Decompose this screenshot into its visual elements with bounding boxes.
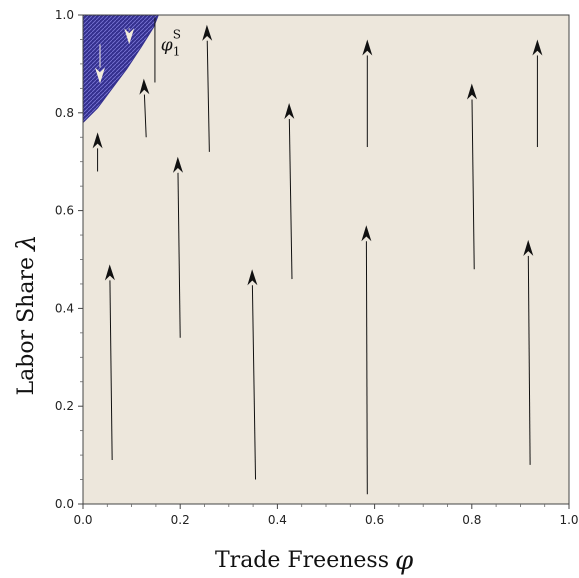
- x-tick-label: 0.8: [462, 513, 481, 527]
- x-tick-label: 0.6: [365, 513, 384, 527]
- flow-arrow-head: [139, 78, 150, 95]
- flow-arrow: [362, 39, 373, 148]
- flow-arrow-shaft: [177, 172, 181, 338]
- flow-arrow-head: [173, 156, 183, 173]
- stable-region: [82, 14, 160, 124]
- axis-ticks: 0.0 0.2 0.4 0.6 0.8 1.0 0.0 0.2 0.4 0.6 0.8 1.0: [55, 8, 579, 527]
- flow-arrow-head: [247, 269, 258, 286]
- x-axis-symbol: φ: [395, 546, 414, 576]
- flow-arrow-head: [362, 39, 373, 56]
- flow-arrow: [139, 78, 150, 138]
- x-tick-label: 0.0: [73, 513, 92, 527]
- flow-arrow-head: [523, 239, 534, 256]
- flow-arrow: [284, 103, 295, 280]
- y-axis-title: Labor Share: [14, 257, 39, 395]
- x-tick-label: 1.0: [559, 513, 578, 527]
- flow-arrow: [361, 225, 372, 495]
- x-tick-label: 0.4: [268, 513, 287, 527]
- y-axis-label: Labor Share λ: [12, 235, 42, 396]
- y-tick-label: 1.0: [55, 8, 74, 22]
- flow-arrow-shaft: [527, 255, 531, 465]
- x-axis-label: Trade Freeness φ: [215, 546, 414, 576]
- region-label-sub: 1: [173, 44, 181, 58]
- y-tick-label: 0.8: [55, 106, 74, 120]
- flow-arrow: [124, 28, 135, 45]
- flow-arrow-head: [92, 132, 103, 149]
- flow-arrow-head: [124, 28, 135, 45]
- flow-arrow-head: [284, 103, 295, 120]
- flow-arrow: [467, 83, 477, 270]
- flow-arrow-shaft: [471, 99, 475, 270]
- flow-arrow-shaft: [365, 241, 368, 495]
- flow-arrow: [532, 39, 543, 148]
- region-label: φ: [161, 35, 173, 55]
- y-tick-label: 0.2: [55, 399, 74, 413]
- flow-arrow-shaft: [251, 285, 257, 480]
- flow-arrow-shaft: [143, 94, 147, 138]
- flow-arrow-head: [95, 67, 105, 84]
- plot-area: φS 1: [82, 14, 570, 505]
- flow-arrow-head: [467, 83, 477, 100]
- y-tick-label: 0.4: [55, 301, 74, 315]
- x-axis-title: Trade Freeness: [215, 548, 389, 573]
- region-label-sup: S: [173, 27, 181, 41]
- flow-arrow: [173, 156, 183, 338]
- flow-arrow: [247, 269, 258, 480]
- flow-arrow-shaft: [109, 280, 113, 460]
- flow-arrow-head: [202, 24, 213, 41]
- x-tick-label: 0.2: [171, 513, 190, 527]
- flow-arrow-head: [104, 264, 115, 281]
- flow-arrow-shaft: [206, 40, 210, 152]
- flow-arrow-head: [532, 39, 543, 56]
- flow-arrow: [92, 132, 103, 172]
- plot-background: [83, 15, 569, 504]
- flow-arrow: [104, 264, 115, 460]
- y-axis-symbol: λ: [12, 235, 42, 252]
- y-tick-label: 0.0: [55, 497, 74, 511]
- y-tick-label: 0.6: [55, 204, 74, 218]
- flow-arrow-shaft: [288, 119, 293, 280]
- flow-arrow: [202, 24, 213, 152]
- flow-arrow: [95, 44, 105, 84]
- flow-arrow-head: [361, 225, 372, 242]
- flow-arrow: [523, 239, 534, 465]
